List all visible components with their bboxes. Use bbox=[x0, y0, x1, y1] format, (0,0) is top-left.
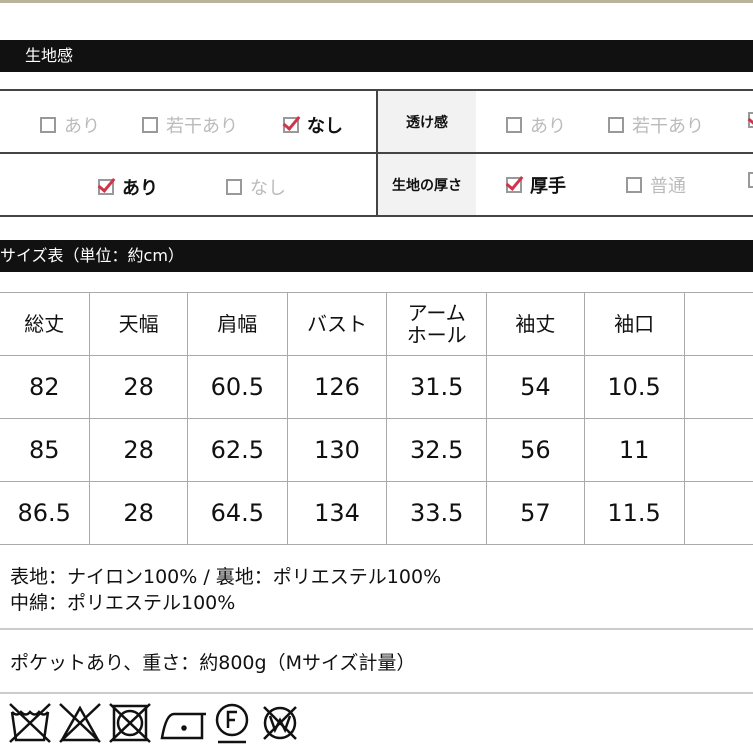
option-label: 若干あり bbox=[166, 116, 238, 137]
table-cell: 33.5 bbox=[386, 481, 488, 545]
table-cell: 82 bbox=[0, 355, 91, 419]
table-row: 85 28 62.5 130 32.5 56 11 bbox=[0, 418, 753, 482]
material-line-2: 中綿：ポリエステル100% bbox=[10, 592, 236, 614]
checkbox-option: なし bbox=[226, 174, 286, 200]
table-cell bbox=[683, 355, 753, 419]
option-label: あり bbox=[122, 178, 158, 199]
checkbox-option: 厚手 bbox=[506, 172, 566, 198]
table-cell: 86.5 bbox=[0, 481, 91, 545]
iron-low-icon bbox=[160, 712, 206, 740]
option-label: なし bbox=[250, 178, 286, 199]
table-cell bbox=[683, 481, 753, 545]
column-header: 肩幅 bbox=[186, 292, 288, 356]
table-header-row: 総丈 天幅 肩幅 バスト アーム ホール 袖丈 袖口 bbox=[0, 292, 753, 356]
label-thickness: 生地の厚さ bbox=[378, 154, 476, 215]
checked-checkbox-icon bbox=[506, 177, 522, 193]
table-cell: 31.5 bbox=[386, 355, 488, 419]
care-icons bbox=[8, 702, 302, 746]
no-wet-clean-icon bbox=[263, 706, 297, 740]
unchecked-checkbox-icon bbox=[142, 117, 158, 133]
checkbox-option: あり bbox=[40, 112, 100, 138]
divider bbox=[376, 89, 378, 217]
column-header: バスト bbox=[286, 292, 388, 356]
column-header: 天幅 bbox=[89, 292, 188, 356]
column-header: 袖丈 bbox=[486, 292, 585, 356]
checkbox-option: なし bbox=[283, 112, 343, 138]
table-cell: 62.5 bbox=[186, 418, 288, 482]
table-cell: 85 bbox=[0, 418, 91, 482]
checkbox-option: 若干あり bbox=[142, 112, 238, 138]
column-header bbox=[683, 292, 753, 356]
no-tumble-dry-icon bbox=[109, 703, 151, 743]
checkbox-option: 若干あり bbox=[608, 112, 704, 138]
checkbox-option-clipped bbox=[748, 172, 753, 188]
table-cell: 28 bbox=[89, 418, 188, 482]
option-label: 普通 bbox=[650, 176, 686, 197]
option-label: 若干あり bbox=[632, 116, 704, 137]
unchecked-checkbox-icon bbox=[626, 177, 642, 193]
no-wash-icon bbox=[9, 703, 51, 743]
checked-checkbox-icon bbox=[98, 179, 114, 195]
table-cell: 130 bbox=[286, 418, 388, 482]
checkbox-option-clipped bbox=[748, 112, 753, 128]
dry-clean-f-icon bbox=[215, 703, 249, 744]
table-cell: 56 bbox=[486, 418, 585, 482]
option-label: あり bbox=[530, 116, 566, 137]
unchecked-checkbox-icon bbox=[608, 117, 624, 133]
size-table: 総丈 天幅 肩幅 バスト アーム ホール 袖丈 袖口 82 28 60.5 126 31.5 54 10.… bbox=[0, 292, 753, 545]
table-cell: 126 bbox=[286, 355, 388, 419]
table-cell: 11 bbox=[583, 418, 685, 482]
option-label: なし bbox=[307, 116, 343, 137]
table-cell: 60.5 bbox=[186, 355, 288, 419]
checkbox-option: あり bbox=[506, 112, 566, 138]
column-header: 袖口 bbox=[583, 292, 685, 356]
divider bbox=[0, 628, 753, 630]
unchecked-checkbox-icon bbox=[226, 179, 242, 195]
option-label: 厚手 bbox=[530, 176, 566, 197]
note-text: ポケットあり、重さ：約800g（Mサイズ計量） bbox=[10, 652, 416, 674]
section-header-size: サイズ表（単位：約cm） bbox=[0, 240, 753, 272]
table-row: 82 28 60.5 126 31.5 54 10.5 bbox=[0, 355, 753, 419]
section-header-fabric: 生地感 bbox=[0, 40, 753, 72]
unchecked-checkbox-icon bbox=[506, 117, 522, 133]
unchecked-checkbox-icon bbox=[40, 117, 56, 133]
no-bleach-icon bbox=[59, 703, 101, 743]
table-cell bbox=[683, 418, 753, 482]
checkbox-icon bbox=[748, 172, 753, 188]
table-cell: 57 bbox=[486, 481, 585, 545]
divider bbox=[0, 692, 753, 694]
image-strip bbox=[0, 0, 753, 3]
checkbox-option: あり bbox=[98, 174, 158, 200]
label-transparency: 透け感 bbox=[378, 91, 476, 152]
column-header: 総丈 bbox=[0, 292, 91, 356]
table-cell: 134 bbox=[286, 481, 388, 545]
table-cell: 28 bbox=[89, 355, 188, 419]
checkbox-option: 普通 bbox=[626, 172, 686, 198]
table-cell: 11.5 bbox=[583, 481, 685, 545]
option-label: あり bbox=[64, 116, 100, 137]
table-row: 86.5 28 64.5 134 33.5 57 11.5 bbox=[0, 481, 753, 545]
checked-checkbox-icon bbox=[283, 117, 299, 133]
table-cell: 10.5 bbox=[583, 355, 685, 419]
table-cell: 32.5 bbox=[386, 418, 488, 482]
table-cell: 54 bbox=[486, 355, 585, 419]
material-line-1: 表地：ナイロン100% / 裏地：ポリエステル100% bbox=[10, 566, 442, 588]
table-cell: 64.5 bbox=[186, 481, 288, 545]
column-header: アーム ホール bbox=[386, 292, 488, 356]
checkbox-icon bbox=[748, 112, 753, 128]
table-cell: 28 bbox=[89, 481, 188, 545]
